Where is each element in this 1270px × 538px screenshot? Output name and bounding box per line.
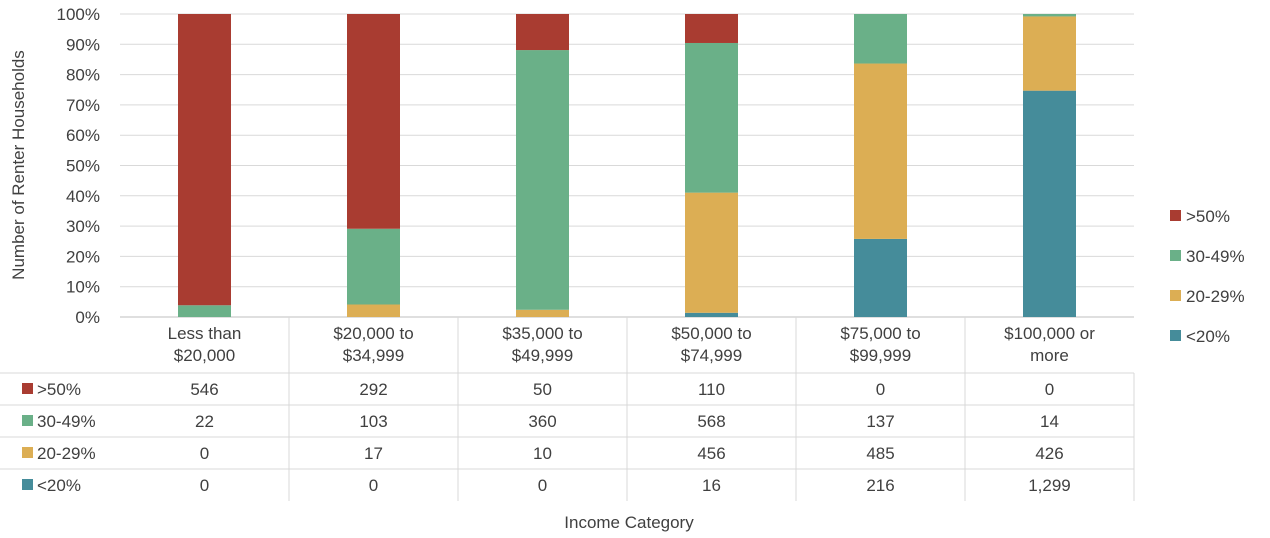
x-tick-label: $100,000 or [1004, 324, 1095, 343]
data-label: 0 [200, 476, 209, 495]
bars [178, 14, 1076, 317]
data-label: 456 [697, 444, 725, 463]
y-tick-label: 30% [66, 217, 100, 236]
data-label: 292 [359, 380, 387, 399]
x-tick-label: $99,999 [850, 346, 911, 365]
data-label: 110 [698, 380, 725, 399]
bar-segment [854, 14, 907, 64]
bar-segment [854, 238, 907, 317]
bar-segment [1023, 14, 1076, 17]
bar-segment [685, 14, 738, 43]
y-axis-label: Number of Renter Households [9, 50, 28, 280]
data-table: Less than $20,000 $20,000 to $34,999 $35,000… [0, 317, 1135, 501]
legend-swatch [1170, 210, 1181, 221]
bar-segment [347, 304, 400, 317]
y-tick-label: 90% [66, 35, 100, 54]
x-tick-label: $75,000 to [840, 324, 920, 343]
table-row-label: <20% [37, 476, 81, 495]
data-label: 103 [359, 412, 387, 431]
bar-segment [178, 305, 231, 317]
x-tick-label: Less than [168, 324, 242, 343]
bar-segment [516, 14, 569, 51]
x-tick-label: $74,999 [681, 346, 742, 365]
table-row-label: 20-29% [37, 444, 96, 463]
data-label: 17 [364, 444, 383, 463]
x-tick-label: $49,999 [512, 346, 573, 365]
data-label: 360 [528, 412, 556, 431]
data-label: 50 [533, 380, 552, 399]
y-tick-label: 60% [66, 126, 100, 145]
data-label: 568 [697, 412, 725, 431]
data-label: 426 [1035, 444, 1063, 463]
x-tick-label: more [1030, 346, 1069, 365]
legend-swatch [1170, 250, 1181, 261]
data-label: 137 [866, 412, 894, 431]
y-tick-label: 10% [66, 278, 100, 297]
y-tick-label: 0% [75, 308, 100, 327]
table-legend-key [22, 383, 33, 394]
legend-label: 30-49% [1186, 247, 1245, 266]
legend: >50% 30-49% 20-29% <20% [1170, 207, 1245, 346]
table-row-label: >50% [37, 380, 81, 399]
data-label: 22 [195, 412, 214, 431]
x-tick-label: $50,000 to [671, 324, 751, 343]
x-tick-label: $35,000 to [502, 324, 582, 343]
x-tick-label: $20,000 to [333, 324, 413, 343]
bar-segment [347, 228, 400, 305]
data-label: 14 [1040, 412, 1059, 431]
bar-segment [178, 14, 231, 306]
x-axis-label: Income Category [564, 513, 694, 532]
data-label: 10 [533, 444, 552, 463]
y-tick-label: 40% [66, 187, 100, 206]
data-label: 16 [702, 476, 721, 495]
data-label: 0 [876, 380, 885, 399]
data-label: 0 [200, 444, 209, 463]
data-label: 485 [866, 444, 894, 463]
bar-segment [516, 309, 569, 317]
data-label: 0 [1045, 380, 1054, 399]
gridlines [120, 13, 1134, 318]
bar-segment [516, 50, 569, 310]
y-tick-label: 80% [66, 66, 100, 85]
legend-label: >50% [1186, 207, 1230, 226]
data-label: 546 [190, 380, 218, 399]
y-tick-label: 20% [66, 247, 100, 266]
data-label: 0 [538, 476, 547, 495]
legend-label: 20-29% [1186, 287, 1245, 306]
legend-swatch [1170, 330, 1181, 341]
bar-segment [347, 14, 400, 229]
x-tick-label: $20,000 [174, 346, 235, 365]
data-label: 216 [866, 476, 894, 495]
bar-segment [1023, 90, 1076, 317]
table-legend-key [22, 479, 33, 490]
bar-segment [685, 312, 738, 317]
legend-swatch [1170, 290, 1181, 301]
table-legend-key [22, 415, 33, 426]
y-axis: 0% 10% 20% 30% 40% 50% 60% 70% 80% 90% 100% [57, 5, 100, 327]
x-tick-label: $34,999 [343, 346, 404, 365]
bar-segment [854, 63, 907, 239]
bar-segment [1023, 16, 1076, 91]
table-legend-key [22, 447, 33, 458]
data-label: 0 [369, 476, 378, 495]
data-label: 1,299 [1028, 476, 1071, 495]
bar-segment [685, 192, 738, 313]
legend-label: <20% [1186, 327, 1230, 346]
y-tick-label: 100% [57, 5, 100, 24]
table-row-label: 30-49% [37, 412, 96, 431]
y-tick-label: 70% [66, 96, 100, 115]
y-tick-label: 50% [66, 157, 100, 176]
bar-segment [685, 42, 738, 193]
